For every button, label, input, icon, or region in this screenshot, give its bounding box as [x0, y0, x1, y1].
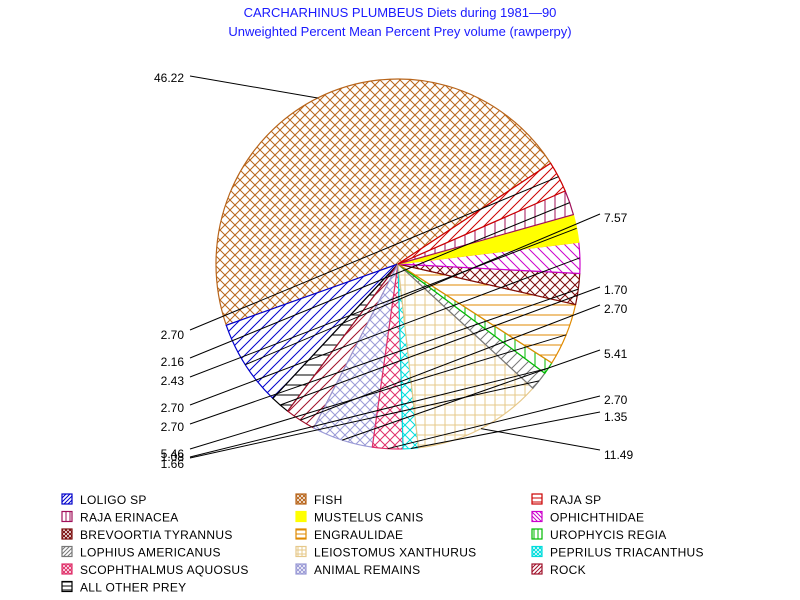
slice-label-all-other-prey: 1.70	[604, 283, 628, 297]
legend-label-fish: FISH	[314, 493, 343, 507]
leader-line-raja-sp	[189, 176, 559, 331]
chart-subtitle: Unweighted Percent Mean Percent Prey vol…	[228, 24, 571, 39]
leader-line-brevoortia-tyrannus	[189, 288, 579, 425]
slice-label-loligo-sp: 7.57	[604, 211, 628, 225]
leader-line-mustelus-canis	[189, 227, 577, 378]
legend-label-mustelus-canis: MUSTELUS CANIS	[314, 511, 424, 525]
legend-label-lophius-americanus: LOPHIUS AMERICANUS	[80, 546, 221, 560]
leader-lines	[189, 75, 601, 459]
leader-line-scophthalmus-aquosus	[387, 395, 601, 450]
legend-swatch-raja-sp	[531, 493, 543, 505]
leader-line-rock	[300, 304, 601, 421]
legend-swatch-loligo-sp	[61, 493, 73, 505]
leader-line-peprilus-triacanthus	[410, 411, 601, 449]
legend: LOLIGO SP FISH RAJA SP RAJA ERINACEA MUSTELU…	[61, 493, 704, 595]
legend-item-urophycis-regia: UROPHYCIS REGIA	[531, 528, 667, 542]
legend-swatch-peprilus-triacanthus	[531, 545, 543, 558]
slice-label-mustelus-canis: 2.43	[161, 374, 185, 388]
slice-label-leiostomus-xanthurus: 11.49	[604, 448, 633, 462]
legend-label-ophichthidae: OPHICHTHIDAE	[550, 511, 644, 525]
legend-item-lophius-americanus: LOPHIUS AMERICANUS	[61, 545, 221, 560]
leader-line-lophius-americanus	[189, 380, 540, 459]
slice-label-urophycis-regia: 1.08	[161, 450, 185, 464]
legend-label-peprilus-triacanthus: PEPRILUS TRIACANTHUS	[550, 546, 704, 560]
leader-line-ophichthidae	[189, 257, 581, 406]
legend-swatch-mustelus-canis	[295, 510, 307, 523]
legend-swatch-fish	[295, 493, 307, 505]
legend-swatch-all-other-prey	[61, 580, 73, 593]
legend-label-leiostomus-xanthurus: LEIOSTOMUS XANTHURUS	[314, 546, 476, 560]
legend-swatch-ophichthidae	[531, 510, 543, 523]
slice-label-lophius-americanus: 1.66	[161, 457, 185, 471]
legend-swatch-engraulidae	[295, 528, 307, 540]
legend-label-brevoortia-tyrannus: BREVOORTIA TYRANNUS	[80, 528, 233, 542]
legend-swatch-scophthalmus-aquosus	[61, 563, 73, 575]
legend-swatch-leiostomus-xanthurus	[295, 545, 307, 558]
slice-label-scophthalmus-aquosus: 2.70	[604, 393, 628, 407]
legend-item-brevoortia-tyrannus: BREVOORTIA TYRANNUS	[61, 528, 233, 542]
legend-label-animal-remains: ANIMAL REMAINS	[314, 563, 420, 577]
slice-label-rock: 2.70	[604, 302, 628, 316]
slice-label-engraulidae: 5.46	[161, 447, 185, 461]
legend-item-ophichthidae: OPHICHTHIDAE	[531, 510, 644, 525]
legend-item-animal-remains: ANIMAL REMAINS	[295, 563, 420, 577]
leader-line-engraulidae	[189, 334, 567, 450]
legend-swatch-brevoortia-tyrannus	[61, 528, 73, 540]
legend-swatch-rock	[531, 563, 543, 575]
leader-line-loligo-sp	[245, 213, 601, 366]
legend-item-fish: FISH	[295, 493, 343, 507]
legend-item-all-other-prey: ALL OTHER PREY	[61, 580, 186, 595]
legend-label-loligo-sp: LOLIGO SP	[80, 493, 147, 507]
slice-label-fish: 46.22	[154, 71, 184, 85]
leader-line-urophycis-regia	[189, 367, 549, 458]
legend-label-raja-erinacea: RAJA ERINACEA	[80, 511, 179, 525]
legend-item-raja-erinacea: RAJA ERINACEA	[61, 510, 179, 525]
slice-label-animal-remains: 5.41	[604, 347, 628, 361]
leader-line-all-other-prey	[280, 286, 601, 406]
slice-label-raja-erinacea: 2.16	[161, 355, 185, 369]
leader-line-animal-remains	[342, 349, 601, 441]
legend-swatch-raja-erinacea	[61, 510, 73, 523]
legend-item-engraulidae: ENGRAULIDAE	[295, 528, 403, 542]
slice-label-ophichthidae: 2.70	[161, 401, 185, 415]
legend-label-engraulidae: ENGRAULIDAE	[314, 528, 403, 542]
legend-label-urophycis-regia: UROPHYCIS REGIA	[550, 528, 667, 542]
legend-item-rock: ROCK	[531, 563, 586, 577]
leader-line-raja-erinacea	[189, 202, 570, 359]
pie-slices	[215, 78, 581, 450]
pie-slice-fish	[215, 78, 552, 327]
legend-item-mustelus-canis: MUSTELUS CANIS	[295, 510, 424, 525]
chart-title: CARCHARHINUS PLUMBEUS Diets during 1981—…	[244, 5, 557, 20]
legend-swatch-urophycis-regia	[531, 528, 543, 540]
legend-label-all-other-prey: ALL OTHER PREY	[80, 581, 186, 595]
legend-item-scophthalmus-aquosus: SCOPHTHALMUS AQUOSUS	[61, 563, 249, 577]
legend-swatch-lophius-americanus	[61, 545, 73, 558]
slice-label-peprilus-triacanthus: 1.35	[604, 410, 628, 424]
legend-item-raja-sp: RAJA SP	[531, 493, 601, 507]
legend-item-leiostomus-xanthurus: LEIOSTOMUS XANTHURUS	[295, 545, 476, 560]
leader-line-fish	[189, 75, 318, 99]
legend-label-raja-sp: RAJA SP	[550, 493, 601, 507]
legend-item-loligo-sp: LOLIGO SP	[61, 493, 147, 507]
slice-label-brevoortia-tyrannus: 2.70	[161, 420, 185, 434]
legend-label-scophthalmus-aquosus: SCOPHTHALMUS AQUOSUS	[80, 563, 249, 577]
legend-swatch-animal-remains	[295, 563, 307, 575]
slice-labels: 46.22 7.57 1.70 2.70 5.41 2.70 1.35 11.49 1.661.…	[154, 71, 633, 471]
legend-item-peprilus-triacanthus: PEPRILUS TRIACANTHUS	[531, 545, 704, 560]
slice-label-raja-sp: 2.70	[161, 328, 185, 342]
legend-label-rock: ROCK	[550, 563, 586, 577]
leader-line-leiostomus-xanthurus	[480, 428, 601, 451]
